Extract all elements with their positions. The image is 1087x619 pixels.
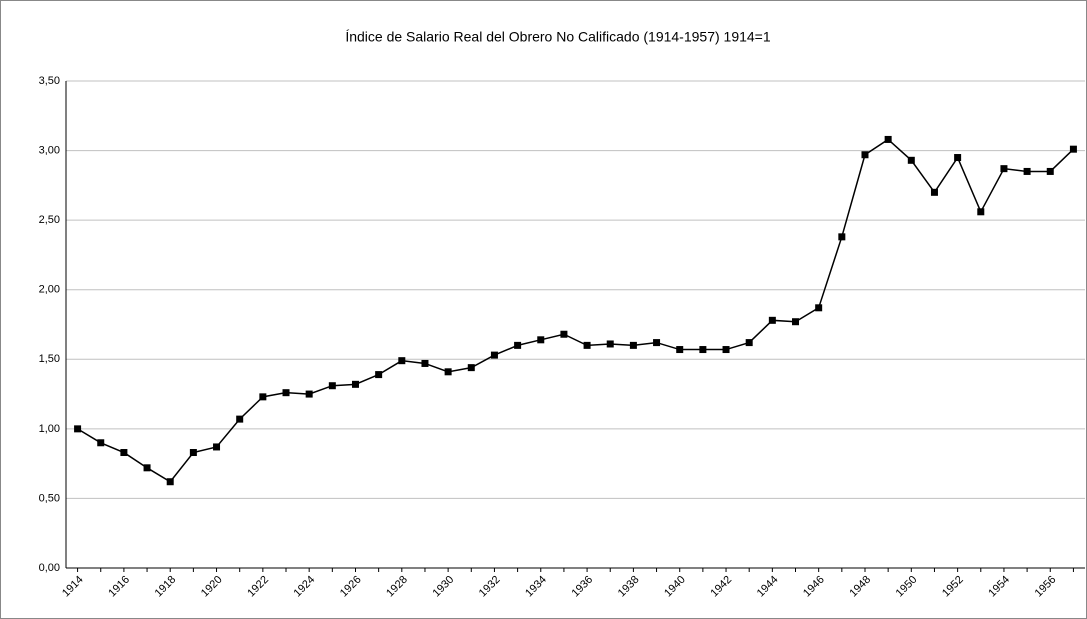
data-point: [537, 336, 545, 344]
data-point: [467, 364, 475, 372]
data-point: [930, 188, 938, 196]
data-point: [583, 341, 591, 349]
data-point: [1023, 167, 1031, 175]
data-point: [1069, 145, 1077, 153]
data-line: [77, 138, 1074, 483]
data-point: [189, 449, 197, 457]
y-tick-label: 2,00: [39, 284, 60, 296]
data-point: [768, 316, 776, 324]
data-point: [213, 443, 221, 451]
data-point: [282, 389, 290, 397]
y-tick-label: 1,50: [39, 353, 60, 365]
data-point: [629, 341, 637, 349]
data-point: [444, 368, 452, 376]
data-point: [421, 359, 429, 367]
data-point: [954, 154, 962, 162]
data-point: [745, 339, 753, 347]
data-point: [259, 393, 267, 401]
data-point: [907, 156, 915, 164]
y-tick-label: 0,50: [39, 492, 60, 504]
data-point: [236, 415, 244, 423]
data-point: [1046, 167, 1054, 175]
data-point: [815, 304, 823, 312]
data-point: [514, 341, 522, 349]
data-point: [143, 464, 151, 472]
data-point: [653, 339, 661, 347]
data-point: [166, 478, 174, 486]
data-point: [305, 390, 313, 398]
data-point: [977, 208, 985, 216]
data-point: [676, 346, 684, 354]
data-point: [490, 351, 498, 359]
data-point: [375, 371, 383, 379]
data-point: [792, 318, 800, 326]
data-point: [398, 357, 406, 365]
data-point: [120, 449, 128, 457]
data-point: [606, 340, 614, 348]
y-tick-label: 0,00: [39, 562, 60, 574]
chart-title: Índice de Salario Real del Obrero No Cal…: [345, 29, 771, 45]
data-point: [351, 380, 359, 388]
data-point: [97, 439, 105, 447]
data-point: [699, 346, 707, 354]
data-point: [861, 151, 869, 159]
data-point: [722, 346, 730, 354]
data-point: [328, 382, 336, 390]
data-point: [74, 425, 82, 433]
y-tick-label: 3,50: [39, 75, 60, 87]
data-point: [1000, 165, 1008, 173]
y-tick-label: 3,00: [39, 144, 60, 156]
data-point: [838, 233, 846, 241]
y-tick-label: 1,00: [39, 423, 60, 435]
data-point: [560, 330, 568, 338]
data-point: [884, 135, 892, 143]
y-tick-label: 2,50: [39, 214, 60, 226]
